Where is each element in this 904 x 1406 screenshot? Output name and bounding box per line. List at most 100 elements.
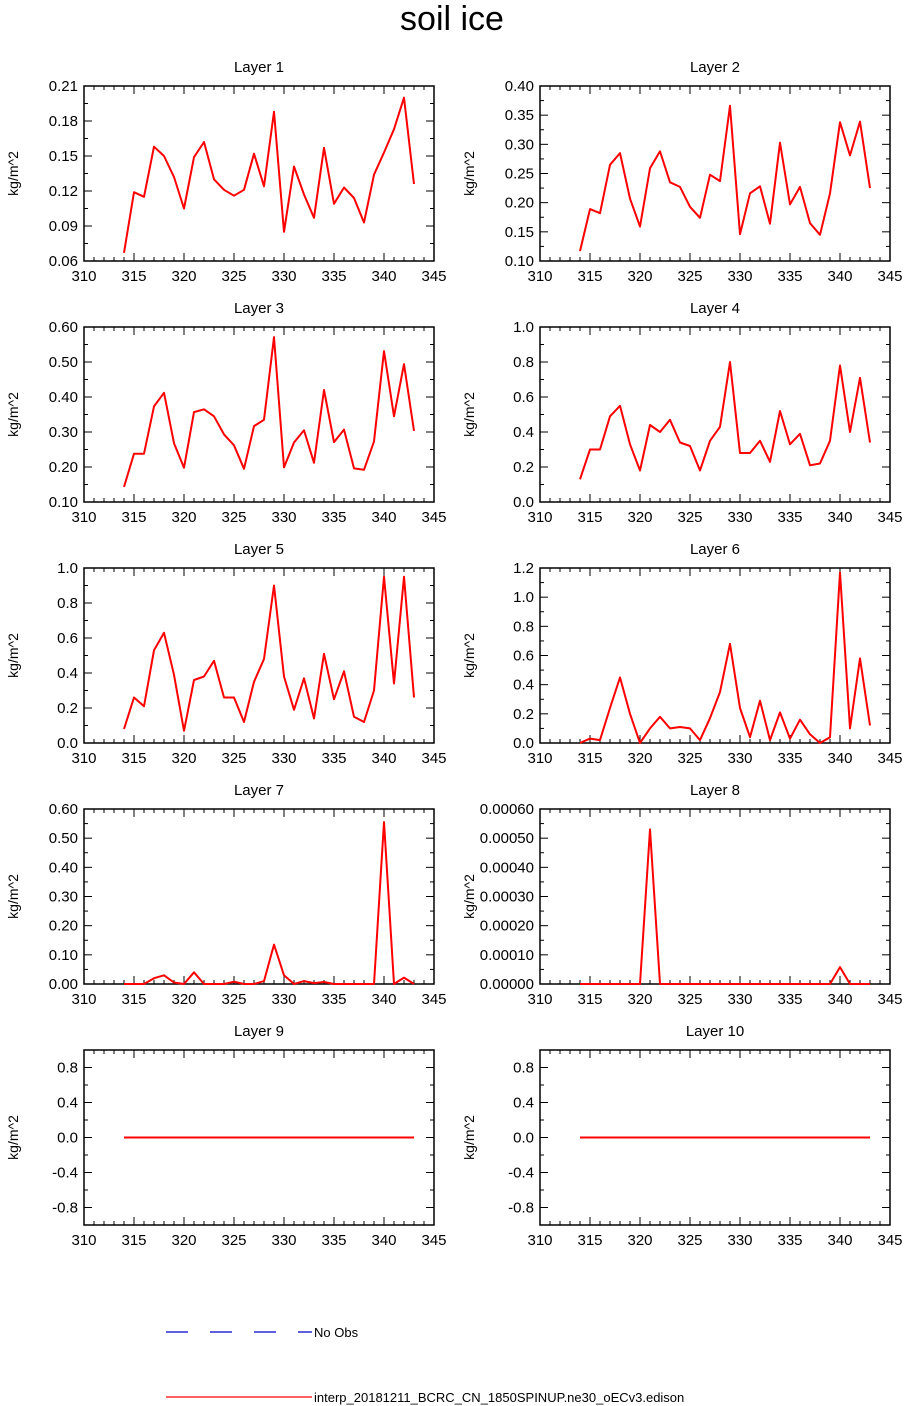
panel-8: Layer 8 kg/m^2 310 315 320 325 330 335 340 345 0.0… [461, 782, 903, 1008]
x-tick-label: 345 [877, 991, 902, 1008]
y-tick-label: 0.8 [57, 1060, 78, 1077]
x-tick-label: 320 [171, 750, 196, 767]
panel-title: Layer 8 [690, 782, 740, 799]
y-tick-label: 0.20 [49, 918, 78, 935]
panel-1: Layer 1 kg/m^2 310 315 320 325 330 335 340 345 0.0… [5, 59, 447, 285]
x-tick-label: 330 [727, 509, 752, 526]
series-line [579, 571, 871, 744]
y-tick-label: -0.8 [508, 1200, 534, 1217]
y-tick-label: 0.40 [49, 389, 78, 406]
x-tick-label: 330 [271, 750, 296, 767]
y-tick-label: 0.00020 [480, 918, 534, 935]
y-tick-label: 0.00050 [480, 830, 534, 847]
y-tick-label: 0.4 [57, 1095, 78, 1112]
y-tick-label: 0.10 [49, 947, 78, 964]
x-tick-label: 315 [577, 750, 602, 767]
y-tick-label: 0.00060 [480, 801, 534, 818]
y-tick-label: 0.00040 [480, 859, 534, 876]
x-tick-label: 330 [271, 268, 296, 285]
y-tick-label: 0.0 [513, 494, 534, 511]
plot-frame [539, 567, 891, 744]
y-tick-label: 0.6 [57, 630, 78, 647]
y-tick-label: 0.00030 [480, 889, 534, 906]
y-tick-label: 0.30 [49, 424, 78, 441]
x-tick-label: 345 [421, 750, 446, 767]
x-tick-label: 330 [727, 268, 752, 285]
panel-title: Layer 4 [690, 300, 740, 317]
x-tick-label: 325 [677, 268, 702, 285]
y-tick-label: 0.60 [49, 319, 78, 336]
x-tick-label: 315 [121, 750, 146, 767]
y-tick-label: 0.18 [49, 113, 78, 130]
x-tick-label: 310 [71, 268, 96, 285]
y-tick-label: 0.4 [513, 424, 534, 441]
y-tick-label: 0.2 [513, 459, 534, 476]
x-tick-label: 310 [527, 268, 552, 285]
x-tick-label: 320 [627, 991, 652, 1008]
y-tick-label: 0.50 [49, 830, 78, 847]
x-tick-label: 325 [221, 509, 246, 526]
y-tick-label: 0.8 [513, 354, 534, 371]
y-tick-label: 0.8 [513, 1060, 534, 1077]
panel-title: Layer 9 [234, 1023, 284, 1040]
panel-title: Layer 10 [686, 1023, 744, 1040]
y-tick-label: 0.30 [49, 889, 78, 906]
y-tick-label: 0.00010 [480, 947, 534, 964]
x-tick-label: 315 [577, 509, 602, 526]
y-axis-label: kg/m^2 [5, 633, 21, 678]
x-tick-label: 340 [371, 509, 396, 526]
y-tick-label: 0.0 [513, 735, 534, 752]
y-tick-label: 0.0 [57, 735, 78, 752]
x-tick-label: 325 [677, 1232, 702, 1249]
y-tick-label: 1.2 [513, 560, 534, 577]
x-tick-label: 335 [321, 750, 346, 767]
y-axis-label: kg/m^2 [5, 874, 21, 919]
x-tick-label: 325 [677, 991, 702, 1008]
x-tick-label: 340 [371, 750, 396, 767]
y-tick-label: 0.30 [505, 136, 534, 153]
y-tick-label: 0.0 [57, 1130, 78, 1147]
plot-frame [539, 85, 891, 262]
series-line [123, 336, 415, 488]
x-tick-label: 310 [71, 991, 96, 1008]
series-line [579, 361, 871, 480]
y-axis-label: kg/m^2 [5, 392, 21, 437]
y-tick-label: 0.0 [513, 1130, 534, 1147]
y-tick-label: 0.15 [49, 148, 78, 165]
x-tick-label: 335 [321, 991, 346, 1008]
panel-2: Layer 2 kg/m^2 310 315 320 325 330 335 340 345 0.1… [461, 59, 903, 285]
y-tick-label: 0.15 [505, 224, 534, 241]
y-tick-label: 0.2 [57, 700, 78, 717]
x-tick-label: 320 [171, 509, 196, 526]
y-axis-label: kg/m^2 [461, 392, 477, 437]
x-tick-label: 320 [171, 1232, 196, 1249]
x-tick-label: 335 [777, 1232, 802, 1249]
y-tick-label: -0.8 [52, 1200, 78, 1217]
x-tick-label: 315 [577, 1232, 602, 1249]
x-tick-label: 340 [371, 1232, 396, 1249]
y-tick-label: 0.2 [513, 706, 534, 723]
x-tick-label: 320 [171, 268, 196, 285]
legend: No Obs interp_20181211_BCRC_CN_1850SPINU… [166, 1325, 684, 1405]
y-tick-label: 1.0 [513, 589, 534, 606]
x-tick-label: 330 [271, 1232, 296, 1249]
y-axis-label: kg/m^2 [461, 1115, 477, 1160]
panel-6: Layer 6 kg/m^2 310 315 320 325 330 335 340 345 0.0… [461, 541, 903, 767]
panel-title: Layer 1 [234, 59, 284, 76]
x-tick-label: 345 [421, 268, 446, 285]
panel-title: Layer 6 [690, 541, 740, 558]
y-tick-label: 0.4 [513, 1095, 534, 1112]
y-tick-label: 1.0 [57, 560, 78, 577]
x-tick-label: 345 [877, 509, 902, 526]
x-tick-label: 325 [221, 750, 246, 767]
y-axis-label: kg/m^2 [461, 633, 477, 678]
x-tick-label: 315 [121, 268, 146, 285]
x-tick-label: 345 [421, 1232, 446, 1249]
x-tick-label: 330 [727, 750, 752, 767]
y-tick-label: 0.6 [513, 648, 534, 665]
series-line [580, 828, 870, 985]
series-line [123, 96, 415, 253]
x-tick-label: 345 [877, 268, 902, 285]
x-tick-label: 315 [577, 991, 602, 1008]
x-tick-label: 335 [777, 750, 802, 767]
